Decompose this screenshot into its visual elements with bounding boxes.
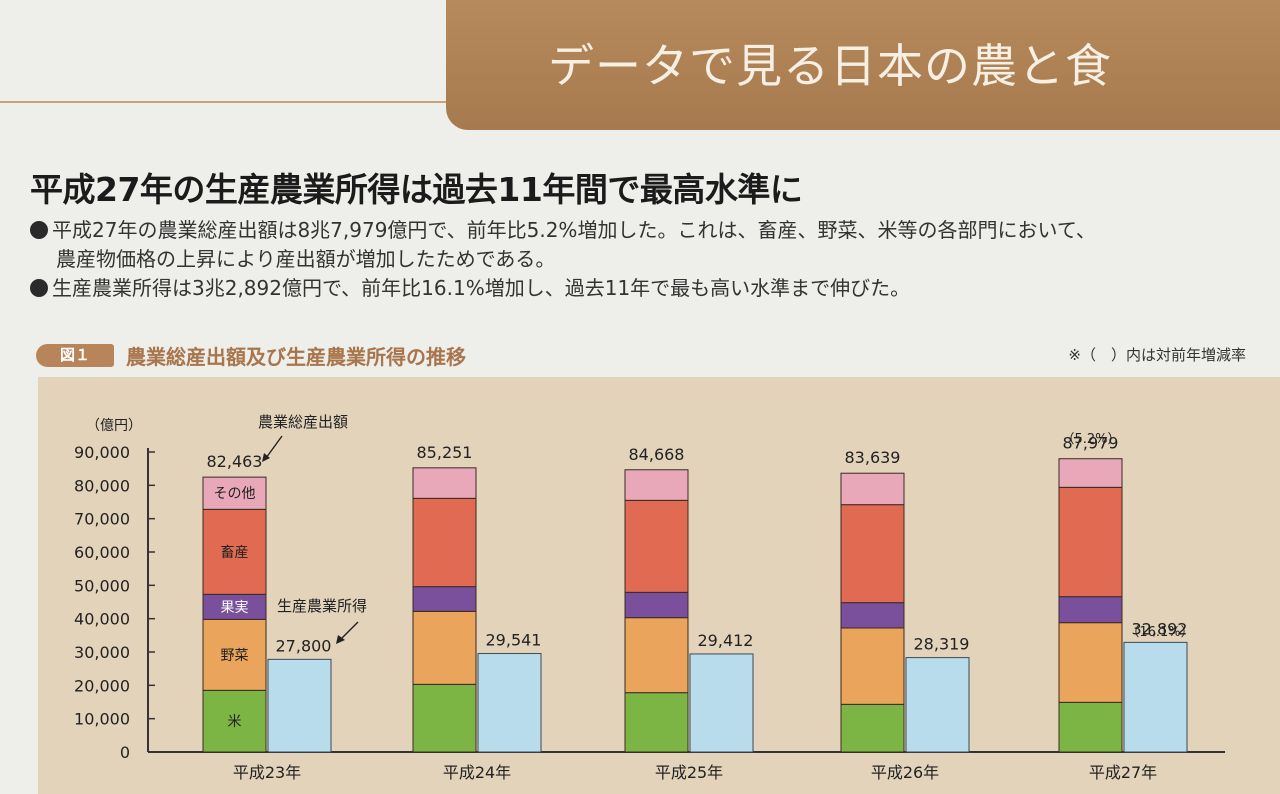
y-tick-label: 30,000 — [74, 643, 130, 662]
bullet-1-line-2: 農産物価格の上昇により産出額が増加したためである。 — [30, 245, 1270, 274]
bullet-2-text-1: 生産農業所得は3兆2,892億円で、前年比16.1%増加し、過去11年で最も高い… — [52, 276, 911, 300]
x-category-label: 平成26年 — [871, 763, 939, 782]
x-category-label: 平成27年 — [1089, 763, 1157, 782]
figure-header: 図１ 農業総産出額及び生産農業所得の推移 ※（ ）内は対前年増減率 — [36, 344, 1276, 370]
bar-segment-livestock — [840, 504, 905, 604]
page-title: 平成27年の生産農業所得は過去11年間で最高水準に — [30, 170, 803, 209]
annotation-arrow-total — [265, 435, 283, 459]
y-tick-label: 20,000 — [74, 676, 130, 695]
y-tick-label: 0 — [120, 743, 130, 762]
x-category-label: 平成23年 — [233, 763, 301, 782]
segment-label-vegetables: 野菜 — [221, 648, 249, 664]
bar-segment-fruit — [840, 602, 905, 629]
bar-segment-livestock — [412, 497, 477, 588]
y-tick-label: 70,000 — [74, 510, 130, 529]
y-axis-unit: （億円） — [86, 418, 142, 434]
bar-segment-fruit — [202, 593, 267, 620]
y-tick-label: 10,000 — [74, 710, 130, 729]
bar-segment-other — [202, 476, 267, 510]
segment-label-other: その他 — [214, 486, 256, 502]
bar-segment-other — [412, 467, 477, 499]
total-value-label: 83,639 — [845, 448, 901, 467]
bar-segment-fruit — [412, 586, 477, 612]
x-category-label: 平成25年 — [655, 763, 723, 782]
x-category-label: 平成24年 — [443, 763, 511, 782]
annotation-arrow-income — [339, 621, 359, 641]
income-value-label: 32,892 — [1132, 619, 1188, 638]
bar-segment-fruit — [624, 591, 689, 619]
bar-segment-rice — [202, 689, 267, 753]
bar-segment-rice — [840, 703, 905, 753]
income-change-label: （16.1%） — [1126, 625, 1193, 640]
income-value-label: 27,800 — [276, 636, 332, 655]
bar-segment-livestock — [624, 499, 689, 593]
bar-segment-rice — [412, 683, 477, 753]
total-value-label: 85,251 — [417, 443, 473, 462]
series-annotation-income: 生産農業所得 — [277, 597, 367, 615]
figure-note: ※（ ）内は対前年増減率 — [1068, 346, 1246, 364]
bar-segment-rice — [1058, 701, 1123, 753]
bar-segment-livestock — [202, 508, 267, 595]
bar-segment-vegetables — [412, 610, 477, 685]
total-value-label: 82,463 — [207, 452, 263, 471]
bar-segment-fruit — [1058, 596, 1123, 624]
bar-segment-other — [624, 469, 689, 501]
y-tick-label: 60,000 — [74, 543, 130, 562]
annotation-arrowhead-income — [336, 635, 345, 644]
total-value-label: 87,979 — [1063, 434, 1119, 453]
series-annotation-total: 農業総産出額 — [258, 413, 348, 431]
bar-income — [1123, 641, 1188, 753]
income-value-label: 28,319 — [914, 635, 970, 654]
banner-title: データで見る日本の農と食 — [548, 39, 1112, 93]
bar-income — [267, 658, 332, 753]
total-value-label: 84,668 — [629, 445, 685, 464]
figure-title: 農業総産出額及び生産農業所得の推移 — [126, 345, 466, 369]
banner — [446, 0, 1280, 130]
bullet-1-line-1: 平成27年の農業総産出額は8兆7,979億円で、前年比5.2%増加した。これは、… — [30, 216, 1270, 245]
bar-segment-vegetables — [1058, 622, 1123, 703]
income-value-label: 29,412 — [698, 631, 754, 650]
y-tick-label: 50,000 — [74, 576, 130, 595]
bar-segment-other — [1058, 458, 1123, 488]
y-tick-label: 80,000 — [74, 476, 130, 495]
bullet-dot-icon — [30, 221, 48, 239]
bar-segment-vegetables — [624, 617, 689, 694]
total-change-label: （5.2%） — [1061, 432, 1120, 447]
segment-label-livestock: 畜産 — [221, 545, 249, 561]
bar-segment-rice — [624, 692, 689, 753]
y-tick-label: 90,000 — [74, 443, 130, 462]
bullet-dot-icon — [30, 279, 48, 297]
bar-segment-other — [840, 472, 905, 506]
bar-segment-vegetables — [840, 627, 905, 705]
figure-badge: 図１ — [36, 344, 114, 367]
segment-label-rice: 米 — [228, 714, 242, 730]
bullet-2-line-1: 生産農業所得は3兆2,892億円で、前年比16.1%増加し、過去11年で最も高い… — [30, 274, 1270, 303]
annotation-arrowhead-total — [262, 453, 270, 462]
bullet-1-text-2: 農産物価格の上昇により産出額が増加したためである。 — [56, 247, 556, 271]
bar-income — [477, 653, 542, 753]
bullet-1-text-1: 平成27年の農業総産出額は8兆7,979億円で、前年比5.2%増加した。これは、… — [52, 218, 1096, 242]
income-value-label: 29,541 — [486, 631, 542, 650]
bar-income — [689, 653, 754, 753]
bar-segment-vegetables — [202, 618, 267, 691]
summary-bullets: 平成27年の農業総産出額は8兆7,979億円で、前年比5.2%増加した。これは、… — [30, 216, 1270, 303]
bar-segment-livestock — [1058, 486, 1123, 598]
y-tick-label: 40,000 — [74, 610, 130, 629]
segment-label-fruit: 果実 — [221, 600, 249, 616]
bar-income — [905, 657, 970, 753]
